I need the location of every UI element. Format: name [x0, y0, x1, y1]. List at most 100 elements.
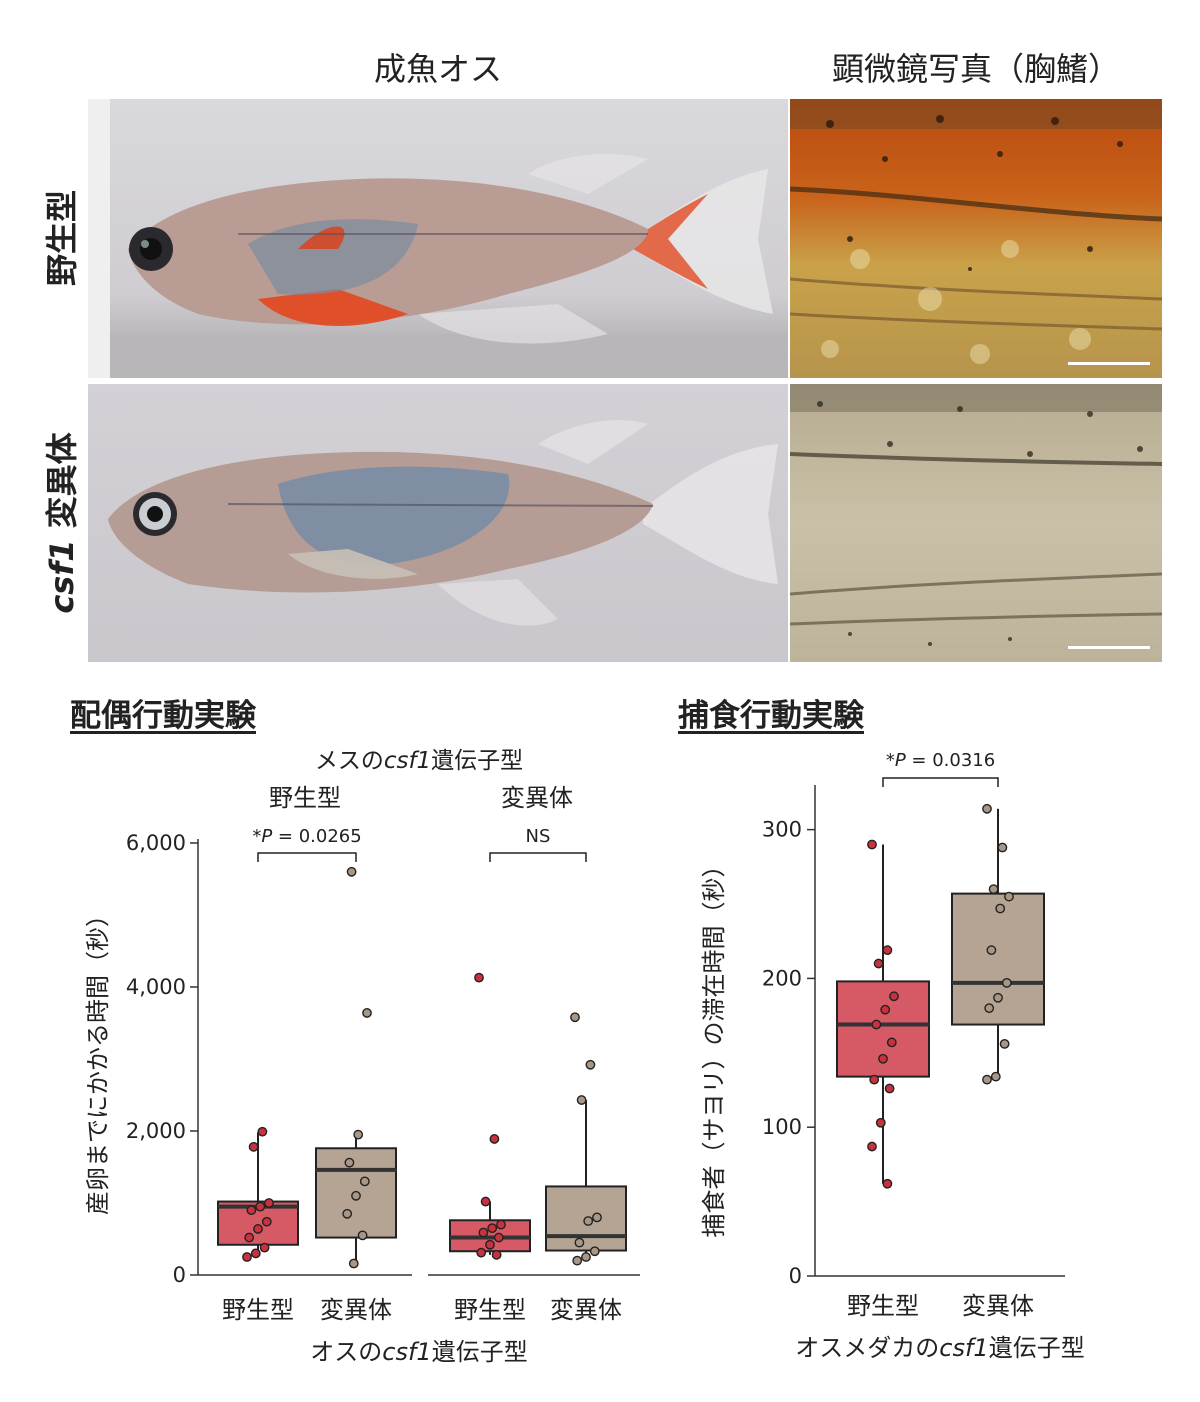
data-point-10-9 — [889, 991, 899, 1002]
x-axis-label-prefix: オスメダカの — [795, 1334, 939, 1362]
data-point-10-1 — [867, 1141, 877, 1152]
microscope-wildtype-illustration — [790, 99, 1162, 365]
data-point-3-1 — [581, 1252, 591, 1262]
x-tick-label: 変異体 — [320, 1296, 392, 1324]
y-tick-label: 4,000 — [126, 975, 186, 999]
significance-label-0-part: * — [252, 826, 261, 847]
data-point-11-3 — [984, 1003, 995, 1014]
significance-label: *P = 0.0316 — [886, 750, 995, 771]
row-label-mutant: csf1 変異体 — [37, 432, 83, 613]
box-11 — [951, 892, 1045, 1026]
data-point-10-4 — [869, 1074, 880, 1085]
y-tick-label: 100 — [762, 1115, 802, 1139]
data-point-0-7 — [255, 1201, 266, 1212]
data-point-11-9 — [988, 884, 999, 895]
data-point-0-8 — [264, 1198, 274, 1208]
data-point-3-5 — [592, 1212, 602, 1223]
scale-bar — [1068, 646, 1150, 649]
data-point-2-4 — [478, 1227, 489, 1238]
data-point-11-0 — [982, 1074, 992, 1085]
data-point-3-3 — [574, 1237, 585, 1248]
female-genotype-label-gene: csf1 — [384, 748, 431, 774]
significance-label-part: = 0.0316 — [906, 750, 996, 771]
data-point-2-6 — [496, 1219, 506, 1230]
data-point-10-5 — [878, 1053, 888, 1064]
column-title-adult-male: 成魚オス — [373, 50, 502, 88]
x-axis-label: オスメダカのcsf1遺伝子型 — [795, 1334, 1084, 1362]
section-title-mating: 配偶行動実験 — [70, 698, 256, 734]
data-point-2-1 — [476, 1247, 487, 1258]
data-point-0-1 — [250, 1248, 261, 1259]
data-point-3-7 — [585, 1059, 596, 1070]
group-label-wildtype: 野生型 — [269, 784, 341, 812]
x-tick-label: 変異体 — [550, 1296, 622, 1324]
data-point-0-10 — [257, 1126, 268, 1137]
data-point-1-7 — [362, 1008, 372, 1018]
x-axis-label-prefix: オスの — [310, 1338, 382, 1366]
data-point-1-5 — [344, 1157, 355, 1168]
data-point-1-0 — [348, 1258, 359, 1269]
data-point-0-6 — [246, 1205, 257, 1216]
data-point-11-5 — [1001, 977, 1012, 988]
data-point-1-6 — [353, 1129, 364, 1140]
data-point-10-2 — [875, 1117, 886, 1128]
data-point-10-10 — [873, 958, 884, 969]
photo-mutant-fin-microscope — [790, 384, 1162, 662]
data-point-11-6 — [986, 945, 997, 956]
data-point-2-9 — [474, 972, 484, 983]
data-point-0-4 — [253, 1224, 263, 1234]
x-axis-label-suffix: 遺伝子型 — [989, 1334, 1085, 1362]
y-axis-label: 産卵までにかかる時間（秒） — [84, 903, 112, 1215]
y-tick-label: 0 — [173, 1263, 186, 1287]
photo-wildtype-fin-microscope — [790, 99, 1162, 378]
x-axis-label-gene: csf1 — [382, 1338, 431, 1366]
data-point-11-11 — [982, 803, 992, 814]
y-tick-label: 0 — [789, 1264, 802, 1288]
fish-mutant-illustration — [108, 420, 778, 626]
data-point-2-5 — [487, 1223, 498, 1234]
data-point-10-11 — [882, 945, 893, 956]
chart-mating-behavior: 0 2,000 4,000 6,000 産卵までにかかる時間（秒） メスのcsf1遺伝子型… — [84, 748, 640, 1366]
y-tick-label: 300 — [762, 818, 802, 842]
data-point-2-2 — [485, 1239, 495, 1250]
microscope-mutant-illustration — [790, 384, 1162, 649]
data-point-3-4 — [583, 1216, 594, 1226]
row-label-wildtype: 野生型 — [43, 189, 81, 287]
data-point-11-2 — [999, 1038, 1010, 1049]
female-genotype-label-suffix: 遺伝子型 — [431, 748, 523, 774]
y-tick-label: 6,000 — [126, 831, 186, 855]
data-point-2-0 — [491, 1249, 502, 1260]
data-point-2-3 — [493, 1232, 504, 1243]
data-point-2-7 — [480, 1196, 491, 1207]
data-point-10-12 — [867, 839, 877, 850]
data-point-1-4 — [359, 1176, 370, 1187]
data-point-1-3 — [351, 1190, 361, 1201]
section-title-predation: 捕食行動実験 — [678, 698, 864, 734]
data-point-3-0 — [572, 1255, 583, 1266]
x-axis-label: オスのcsf1遺伝子型 — [310, 1338, 527, 1366]
y-tick-label: 2,000 — [126, 1119, 186, 1143]
chart-predation-behavior: 0 100 200 300 捕食者（サヨリ）の滞在時間（秒） *P = 0.0316 野生型… — [700, 750, 1085, 1362]
significance-label-0: *P = 0.0265 — [252, 826, 361, 847]
data-point-11-4 — [993, 992, 1003, 1003]
row-label-mutant-text: 変異体 — [43, 432, 81, 540]
data-point-10-6 — [886, 1037, 897, 1048]
x-tick-label: 変異体 — [962, 1292, 1034, 1320]
female-genotype-label: メスのcsf1遺伝子型 — [315, 748, 523, 774]
data-point-10-0 — [882, 1178, 893, 1189]
y-tick-label: 200 — [762, 966, 802, 990]
y-axis-label: 捕食者（サヨリ）の滞在時間（秒） — [700, 854, 728, 1238]
significance-label-part: * — [886, 750, 895, 771]
data-point-3-8 — [570, 1012, 580, 1023]
significance-label-part: P — [895, 750, 906, 771]
x-axis-label-gene: csf1 — [939, 1334, 988, 1362]
data-point-11-7 — [995, 903, 1006, 914]
data-point-10-7 — [871, 1019, 882, 1030]
photo-mutant-adult — [88, 384, 788, 662]
data-point-11-1 — [990, 1071, 1001, 1082]
significance-label-0-part: P — [261, 826, 272, 847]
photo-wildtype-adult — [88, 99, 788, 378]
data-point-11-10 — [997, 842, 1008, 853]
significance-bracket — [882, 777, 999, 787]
data-point-10-3 — [884, 1083, 895, 1094]
